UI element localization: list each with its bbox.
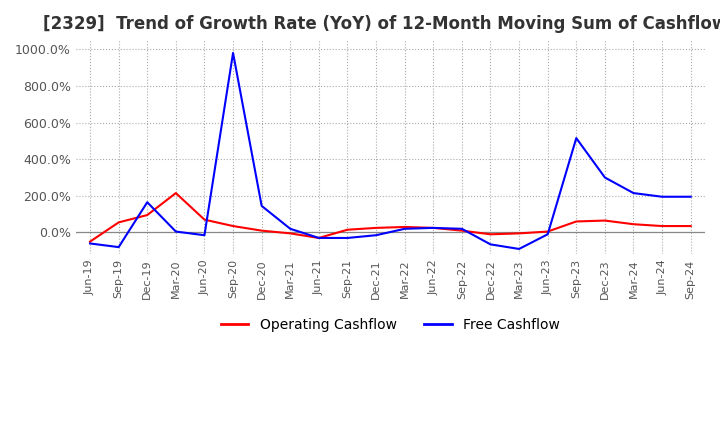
- Operating Cashflow: [686, 224, 695, 229]
- Operating Cashflow: [229, 224, 238, 229]
- Operating Cashflow: [372, 225, 380, 231]
- Free Cashflow: [343, 235, 352, 241]
- Operating Cashflow: [257, 228, 266, 233]
- Operating Cashflow: [315, 235, 323, 241]
- Free Cashflow: [486, 242, 495, 247]
- Free Cashflow: [114, 245, 123, 250]
- Title: [2329]  Trend of Growth Rate (YoY) of 12-Month Moving Sum of Cashflows: [2329] Trend of Growth Rate (YoY) of 12-…: [43, 15, 720, 33]
- Free Cashflow: [658, 194, 667, 199]
- Free Cashflow: [600, 175, 609, 180]
- Operating Cashflow: [486, 231, 495, 237]
- Operating Cashflow: [544, 229, 552, 234]
- Operating Cashflow: [572, 219, 580, 224]
- Free Cashflow: [86, 241, 94, 246]
- Free Cashflow: [629, 191, 638, 196]
- Operating Cashflow: [515, 231, 523, 236]
- Free Cashflow: [515, 246, 523, 252]
- Line: Free Cashflow: Free Cashflow: [90, 53, 690, 249]
- Operating Cashflow: [200, 217, 209, 222]
- Free Cashflow: [200, 233, 209, 238]
- Free Cashflow: [572, 136, 580, 141]
- Free Cashflow: [229, 50, 238, 55]
- Operating Cashflow: [658, 224, 667, 229]
- Legend: Operating Cashflow, Free Cashflow: Operating Cashflow, Free Cashflow: [215, 312, 566, 337]
- Operating Cashflow: [629, 222, 638, 227]
- Operating Cashflow: [429, 225, 438, 231]
- Operating Cashflow: [86, 239, 94, 244]
- Free Cashflow: [429, 225, 438, 231]
- Operating Cashflow: [114, 220, 123, 225]
- Line: Operating Cashflow: Operating Cashflow: [90, 193, 690, 242]
- Free Cashflow: [171, 229, 180, 234]
- Operating Cashflow: [143, 213, 152, 218]
- Operating Cashflow: [343, 227, 352, 232]
- Free Cashflow: [315, 235, 323, 241]
- Free Cashflow: [457, 226, 466, 231]
- Free Cashflow: [400, 226, 409, 231]
- Operating Cashflow: [171, 191, 180, 196]
- Operating Cashflow: [286, 231, 294, 236]
- Operating Cashflow: [400, 224, 409, 230]
- Free Cashflow: [257, 203, 266, 209]
- Free Cashflow: [143, 200, 152, 205]
- Free Cashflow: [372, 233, 380, 238]
- Operating Cashflow: [600, 218, 609, 223]
- Free Cashflow: [686, 194, 695, 199]
- Free Cashflow: [544, 231, 552, 237]
- Free Cashflow: [286, 226, 294, 231]
- Operating Cashflow: [457, 228, 466, 233]
